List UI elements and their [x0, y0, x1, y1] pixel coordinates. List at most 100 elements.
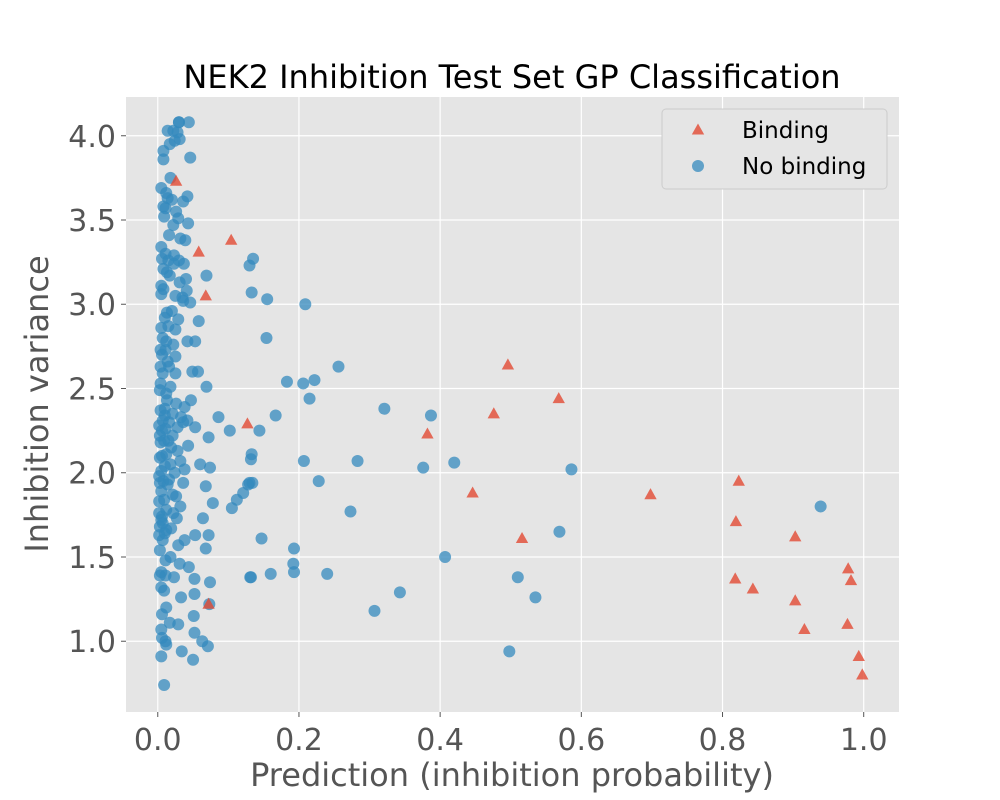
no-binding-point	[200, 269, 213, 282]
binding-point	[841, 562, 855, 574]
binding-point	[199, 289, 212, 301]
no-binding-point	[297, 377, 310, 390]
binding-point	[856, 668, 869, 680]
legend-no-binding-marker	[692, 160, 704, 172]
no-binding-point	[189, 421, 202, 434]
binding-point	[552, 392, 565, 404]
y-tick-label: 2.0	[68, 457, 116, 492]
no-binding-point	[172, 116, 185, 129]
no-binding-point	[308, 374, 321, 387]
x-tick-label: 0.0	[134, 723, 182, 758]
legend-box	[661, 108, 888, 190]
binding-point	[729, 515, 743, 527]
no-binding-point	[368, 604, 381, 617]
no-binding-point	[184, 394, 197, 407]
no-binding-point	[163, 229, 176, 242]
no-binding-point	[172, 539, 185, 552]
no-binding-point	[253, 424, 266, 437]
legend-label: Binding	[742, 118, 829, 144]
y-tick-label: 3.5	[68, 204, 116, 239]
no-binding-point	[182, 439, 195, 452]
no-binding-point	[245, 286, 258, 299]
no-binding-point	[204, 576, 217, 589]
binding-point	[421, 427, 434, 439]
no-binding-point	[244, 453, 257, 466]
binding-point	[241, 417, 254, 429]
no-binding-point	[155, 288, 168, 301]
no-binding-point	[202, 529, 215, 542]
no-binding-point	[288, 566, 301, 579]
no-binding-point	[206, 497, 219, 510]
no-binding-point	[344, 505, 357, 518]
no-binding-point	[565, 463, 578, 476]
no-binding-point	[154, 436, 167, 449]
y-tick-label: 1.0	[68, 625, 116, 660]
no-binding-point	[175, 591, 188, 604]
no-binding-point	[184, 296, 197, 309]
binding-point	[225, 233, 238, 245]
no-binding-point	[189, 335, 202, 348]
no-binding-point	[177, 257, 190, 270]
no-binding-point	[168, 257, 181, 270]
no-binding-point	[155, 650, 168, 663]
no-binding-point	[157, 153, 170, 166]
no-binding-point	[255, 532, 268, 545]
no-binding-point	[170, 512, 183, 525]
x-tick-label: 0.2	[275, 723, 323, 758]
no-binding-point	[153, 544, 166, 557]
binding-point	[192, 245, 205, 257]
series-no-binding	[153, 116, 827, 658]
legend-label: No binding	[742, 154, 866, 180]
no-binding-point	[160, 638, 173, 651]
binding-point	[746, 582, 760, 594]
x-tick-label: 0.4	[416, 723, 464, 758]
no-binding-point	[177, 195, 190, 208]
no-binding-point	[182, 561, 195, 574]
x-tick-label: 0.6	[557, 723, 605, 758]
no-binding-point	[153, 495, 166, 508]
no-binding-point	[158, 210, 171, 223]
no-binding-point	[223, 424, 236, 437]
no-binding-point	[169, 367, 182, 380]
no-binding-point	[158, 584, 171, 597]
no-binding-point	[188, 572, 201, 585]
no-binding-point	[201, 640, 214, 653]
binding-point	[729, 572, 742, 584]
no-binding-point	[194, 458, 207, 471]
no-binding-point	[173, 276, 186, 289]
no-binding-point	[158, 679, 171, 692]
no-binding-point	[553, 525, 566, 538]
no-binding-point	[439, 550, 452, 563]
y-tick-label: 2.5	[68, 372, 116, 407]
binding-point	[487, 407, 500, 419]
data-points	[153, 116, 869, 692]
no-binding-point	[184, 151, 197, 164]
no-binding-point	[192, 315, 205, 328]
binding-point	[852, 649, 865, 661]
no-binding-point	[448, 456, 461, 469]
no-binding-point	[179, 234, 192, 247]
no-binding-point	[168, 571, 181, 584]
no-binding-point	[244, 571, 257, 584]
no-binding-point	[156, 449, 169, 462]
no-binding-point	[196, 512, 209, 525]
no-binding-point	[303, 392, 316, 405]
binding-point	[202, 597, 215, 609]
no-binding-point	[173, 557, 186, 570]
no-binding-point	[177, 476, 190, 489]
no-binding-point	[163, 269, 176, 282]
no-binding-point	[299, 298, 312, 311]
no-binding-point	[165, 193, 178, 206]
binding-point	[844, 574, 858, 586]
no-binding-point	[199, 480, 212, 493]
binding-point	[644, 488, 657, 500]
binding-point	[732, 474, 745, 486]
no-binding-point	[297, 454, 310, 467]
no-binding-point	[189, 529, 202, 542]
no-binding-point	[393, 586, 406, 599]
no-binding-point	[172, 313, 185, 326]
no-binding-point	[182, 116, 195, 129]
no-binding-point	[511, 571, 524, 584]
no-binding-point	[172, 618, 185, 631]
binding-point	[789, 594, 802, 606]
